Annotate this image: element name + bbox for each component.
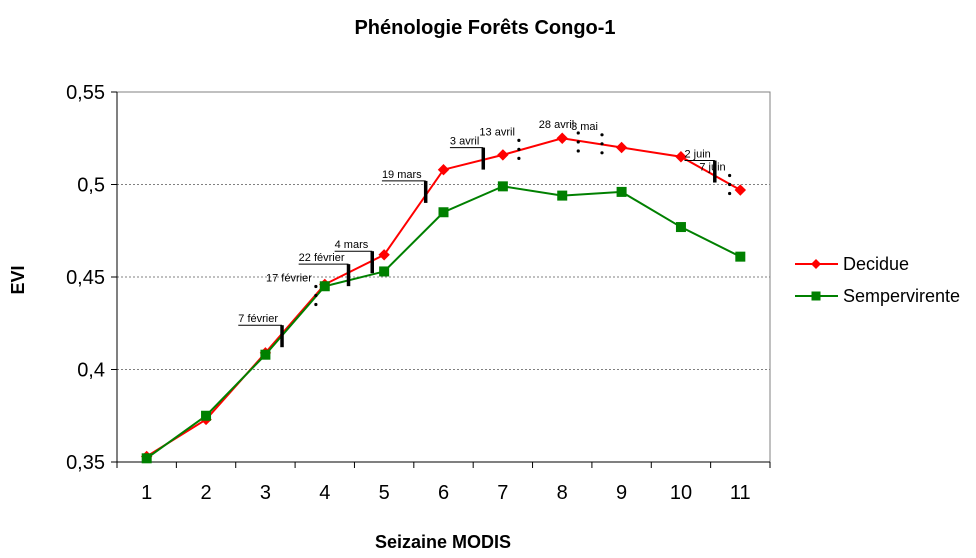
point-decidue [615, 141, 628, 154]
y-tick-label: 0,55 [66, 82, 105, 104]
point-decidue [556, 132, 568, 144]
x-tick-label: 11 [730, 482, 751, 504]
annotation-dot [576, 149, 580, 153]
point-sempervirente [557, 190, 568, 201]
point-decidue [437, 163, 450, 176]
annotation-dot [576, 131, 580, 135]
point-sempervirente [141, 453, 152, 464]
point-decidue [497, 149, 509, 161]
annotation-label: 4 mars [335, 239, 369, 251]
annotation-dot [314, 284, 318, 289]
y-tick-label: 0,45 [66, 267, 105, 289]
annotation-label: 19 mars [382, 169, 422, 181]
point-sempervirente [201, 410, 212, 421]
annotation-dot [600, 151, 604, 155]
x-tick-label: 1 [141, 482, 152, 504]
legend-label: Decidue [843, 254, 909, 274]
point-decidue [378, 249, 390, 261]
point-sempervirente [438, 207, 449, 218]
annotation-dot [576, 140, 580, 144]
annotation-dot [314, 302, 318, 307]
x-tick-label: 4 [319, 482, 330, 504]
y-axis-title: EVI [8, 265, 28, 294]
annotation-dot [314, 293, 318, 298]
annotation-dot [517, 147, 521, 151]
annotation-dot [728, 191, 732, 196]
point-sempervirente [319, 281, 330, 292]
x-tick-label: 10 [670, 482, 692, 504]
annotation-dot [600, 133, 604, 137]
y-tick-label: 0,5 [77, 175, 105, 197]
x-axis-title: Seizaine MODIS [375, 532, 511, 552]
y-tick-label: 0,35 [66, 452, 105, 474]
point-decidue [675, 151, 687, 163]
legend-marker [811, 291, 821, 301]
annotation-dot [517, 138, 521, 142]
annotation-label: 22 février [299, 252, 345, 264]
annotation-label: 17 février [266, 273, 312, 285]
point-sempervirente [735, 251, 746, 262]
annotation-label: 3 avril [450, 136, 479, 148]
series-layer [140, 132, 747, 464]
x-tick-label: 6 [438, 482, 449, 504]
x-tick-label: 8 [557, 482, 568, 504]
annotation-label: 2 juin [684, 149, 710, 161]
gridlines [117, 184, 770, 370]
chart-title: Phénologie Forêts Congo-1 [354, 17, 615, 39]
point-sempervirente [497, 181, 508, 192]
annotation-dot [728, 173, 732, 178]
point-sempervirente [616, 186, 627, 197]
x-tick-label: 3 [260, 482, 271, 504]
annotation-label: 28 avril [539, 119, 574, 131]
point-sempervirente [260, 349, 271, 360]
x-tick-label: 2 [200, 482, 211, 504]
x-tick-label: 5 [379, 482, 390, 504]
legend-label: Sempervirente [843, 286, 960, 306]
legend: Decidue Sempervirente [795, 254, 960, 306]
axes: 0,35 0,4 0,45 0,5 0,55 1 2 3 4 5 6 7 8 9 10 11 [66, 82, 771, 504]
point-sempervirente [675, 222, 686, 233]
x-tick-label: 9 [616, 482, 627, 504]
annotation-dot [517, 156, 521, 160]
annotation-label: 7 juin [699, 162, 725, 174]
point-decidue [734, 184, 747, 196]
point-sempervirente [379, 266, 390, 277]
annotation-label: 7 février [238, 313, 278, 325]
annotation-label: 3 mai [571, 121, 598, 133]
annotation-dot [728, 182, 732, 187]
y-tick-label: 0,4 [77, 360, 105, 382]
annotation-dot [600, 142, 604, 146]
legend-marker [811, 259, 821, 269]
annotation-label: 13 avril [479, 126, 514, 138]
x-tick-label: 7 [497, 482, 508, 504]
